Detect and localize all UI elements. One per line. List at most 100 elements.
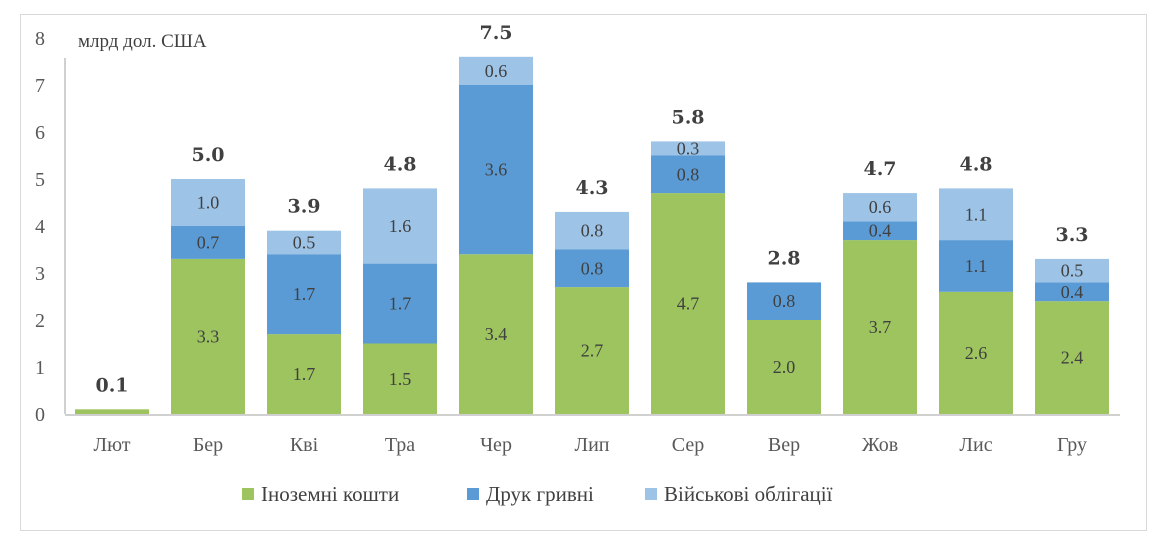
x-tick-label: Сер [672,434,704,456]
x-tick-label: Кві [290,434,319,456]
bar-segment [747,320,821,414]
total-label: 5.0 [191,144,224,166]
total-label: 2.8 [767,247,800,269]
x-tick-label: Гру [1057,434,1087,456]
segment-label: 4.7 [677,294,700,314]
total-label: 3.9 [287,196,320,218]
segment-label: 3.3 [197,326,220,346]
total-label: 4.3 [575,177,608,199]
segment-label: 2.6 [965,343,988,363]
bar-segment [363,188,437,264]
bar-segment [651,141,725,156]
legend-swatch [645,488,657,500]
total-label: 0.1 [95,374,128,396]
bar-segment [363,343,437,414]
bar-segment [555,211,629,250]
x-tick-label: Лип [575,434,610,456]
bar-segment [843,193,917,222]
bar-segment [939,188,1013,241]
total-label: 5.8 [671,106,704,128]
y-tick-label: 2 [35,310,45,332]
segment-label: 0.7 [197,232,220,252]
segment-label: 1.7 [293,284,316,304]
bar-segment [939,291,1013,414]
segment-label: 0.4 [1061,282,1084,302]
segment-label: 2.4 [1061,348,1084,368]
segment-label: 0.8 [581,221,604,241]
segment-label: 0.3 [677,138,700,158]
bar-segment [459,56,533,85]
x-tick-label: Бер [193,434,223,456]
bar-segment [747,282,821,320]
y-tick-label: 3 [35,263,45,285]
legend-label: Іноземні кошти [261,482,399,506]
bar-segment [459,85,533,255]
x-tick-label: Лис [959,434,992,456]
bar-segment [459,254,533,414]
bar-segment [1035,282,1109,302]
total-label: 4.8 [383,153,416,175]
x-axis: Лют Бер Кві Тра Чер Лип Сер Вер Жов Лис Гру [65,414,1120,456]
bar-segment [843,240,917,414]
segment-label: 0.6 [869,197,892,217]
x-tick-label: Тра [385,434,415,456]
bar-segment [171,258,245,414]
y-tick-label: 7 [35,75,45,97]
segment-label: 1.0 [197,193,220,213]
bar-segment [267,334,341,414]
y-tick-label: 5 [35,169,45,191]
segment-label: 0.8 [581,258,604,278]
segment-label: 2.0 [773,357,796,377]
bar-segment [1035,258,1109,283]
segment-label: 0.5 [1061,261,1084,281]
bar-segment [843,221,917,241]
segment-label: 3.4 [485,324,508,344]
bar-segment [267,230,341,255]
y-axis: 0 1 2 3 4 5 6 7 8 [35,28,66,426]
segment-label: 0.8 [773,291,796,311]
bars: 0.1 3.3 0.7 1.0 5.0 1.7 1.7 0.5 3.9 1.5 1.7 1.6 4.8 3… [75,22,1109,414]
x-tick-label: Вер [768,434,800,456]
segment-label: 3.7 [869,317,892,337]
segment-label: 2.7 [581,341,604,361]
legend-label: Друк гривні [486,482,594,506]
unit-label: млрд дол. США [78,31,207,52]
y-tick-label: 4 [35,216,45,238]
total-label: 7.5 [479,22,512,44]
legend-swatch [242,488,254,500]
x-tick-label: Жов [862,434,898,456]
bar-segment [651,155,725,194]
legend-swatch [467,488,479,500]
segment-label: 0.4 [869,221,892,241]
bar-segment [939,240,1013,292]
segment-label: 1.1 [965,256,988,276]
segment-label: 1.7 [293,364,316,384]
x-tick-label: Лют [94,434,131,456]
segment-label: 1.7 [389,294,412,314]
bar-segment [171,179,245,226]
segment-label: 1.6 [389,216,412,236]
bar-segment [171,226,245,259]
total-label: 3.3 [1055,224,1088,246]
x-tick-label: Чер [480,434,512,456]
segment-label: 1.1 [965,204,988,224]
bar-segment [555,287,629,414]
legend-label: Військові облігації [664,482,833,506]
legend: Іноземні кошти Друк гривні Військові обліг… [242,482,833,506]
bar-segment [651,193,725,414]
bar-segment [555,249,629,288]
y-tick-label: 1 [35,357,45,379]
bar-segment [267,254,341,335]
bar-segment [1035,301,1109,414]
bar-segment [75,409,149,414]
total-label: 4.8 [959,153,992,175]
segment-label: 1.5 [389,369,412,389]
bar-segment [363,263,437,344]
segment-label: 0.6 [485,61,508,81]
segment-label: 0.8 [677,164,700,184]
total-label: 4.7 [863,158,896,180]
segment-label: 0.5 [293,232,316,252]
y-tick-label: 8 [35,28,45,50]
y-tick-label: 0 [35,404,45,426]
